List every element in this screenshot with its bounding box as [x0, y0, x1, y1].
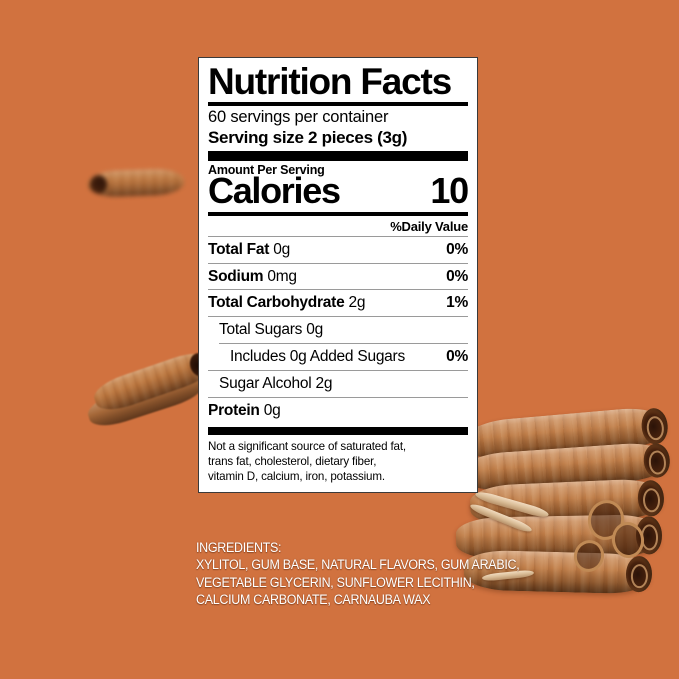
- footnote-line: Not a significant source of saturated fa…: [208, 439, 406, 453]
- footnote: Not a significant source of saturated fa…: [208, 437, 468, 485]
- bundle-stick: [460, 440, 671, 494]
- calories-row: Calories 10: [208, 170, 469, 212]
- daily-value-header: %Daily Value: [390, 218, 468, 234]
- cinnamon-stick-lower-diagonal-icon: [84, 366, 208, 432]
- ingredients-block: INGREDIENTS: XYLITOL, GUM BASE, NATURAL …: [196, 539, 520, 609]
- nutrient-name: Protein: [208, 401, 260, 419]
- serving-divider-thick: [208, 151, 468, 162]
- bundle-stick: [469, 477, 665, 527]
- bark-ring: [625, 555, 653, 593]
- nutrient-name-amount: Total Sugars 0g: [219, 321, 323, 339]
- nutrient-name-amount: Sugar Alcohol 2g: [219, 374, 333, 392]
- calories-label: Calories: [208, 170, 341, 212]
- serving-size: Serving size 2 pieces (3g): [208, 127, 408, 147]
- nutrient-row-protein: Protein 0g: [208, 398, 468, 424]
- bark-curl: [569, 535, 609, 577]
- row-divider: [208, 369, 468, 371]
- calories-value: 10: [430, 170, 469, 212]
- nutrient-name-amount: Protein 0g: [208, 401, 281, 421]
- ingredients-heading: INGREDIENTS:: [196, 540, 282, 555]
- nutrient-name-amount: Total Fat 0g: [208, 240, 290, 260]
- nutrient-row-added-sugars: Includes 0g Added Sugars 0%: [208, 344, 468, 370]
- bark-ring: [642, 442, 671, 479]
- cinnamon-stick-hollow: [89, 175, 108, 194]
- nutrition-facts-panel: Nutrition Facts 60 servings per containe…: [198, 57, 478, 493]
- cinnamon-stick-upper-diagonal-icon: [90, 346, 216, 417]
- nutrient-dv: 0%: [446, 267, 468, 285]
- bark-curl: [609, 519, 647, 561]
- nutrient-name: Total Fat: [208, 240, 270, 258]
- nutrient-amount: 0g: [269, 240, 290, 258]
- bark-sliver: [468, 501, 534, 535]
- row-divider: [208, 396, 468, 398]
- bark-sliver: [474, 489, 550, 520]
- nutrient-row-total-carbohydrate: Total Carbohydrate 2g 1%: [208, 290, 468, 316]
- servings-per-container: 60 servings per container: [208, 108, 389, 127]
- nutrient-row-total-fat: Total Fat 0g 0%: [208, 237, 468, 263]
- ingredients-line: CALCIUM CARBONATE, CARNAUBA WAX: [196, 592, 431, 608]
- nutrient-row-sodium: Sodium 0mg 0%: [208, 264, 468, 290]
- bundle-stick: [455, 514, 663, 560]
- amount-per-serving-label: Amount Per Serving: [208, 163, 325, 178]
- title-divider: [208, 102, 468, 107]
- footnote-divider-thick: [208, 426, 468, 435]
- row-divider: [208, 262, 468, 264]
- nutrient-row-sugar-alcohol: Sugar Alcohol 2g: [208, 371, 468, 397]
- nutrient-name: Sodium: [208, 267, 264, 285]
- row-divider: [208, 289, 468, 291]
- footnote-line: trans fat, cholesterol, dietary fiber,: [208, 454, 377, 468]
- row-divider: [208, 235, 468, 237]
- bark-curl: [584, 496, 628, 544]
- nutrient-name-amount: Sodium 0mg: [208, 267, 297, 287]
- nutrient-amount: 2g: [344, 294, 366, 312]
- nutrient-name-amount: Includes 0g Added Sugars: [230, 348, 405, 366]
- nutrient-amount: 0mg: [263, 267, 297, 285]
- cinnamon-stick-bundle-icon: [455, 404, 679, 634]
- nutrition-facts-title: Nutrition Facts: [208, 61, 452, 102]
- calories-divider: [208, 211, 468, 216]
- nutrient-row-total-sugars: Total Sugars 0g: [208, 317, 468, 343]
- nutrient-name-amount: Total Carbohydrate 2g: [208, 293, 366, 313]
- bark-ring: [637, 479, 665, 517]
- nutrient-amount: 0g: [259, 401, 281, 419]
- nutrient-dv: 0%: [446, 348, 468, 366]
- footnote-line: vitamin D, calcium, iron, potassium.: [208, 470, 385, 484]
- bark-ring: [635, 516, 663, 555]
- bark-ring: [640, 407, 670, 446]
- bundle-stick: [464, 405, 670, 463]
- ingredients-line: VEGETABLE GLYCERIN, SUNFLOWER LECITHIN,: [196, 574, 475, 590]
- cinnamon-stick-small-blurred-icon: [87, 168, 185, 198]
- ingredients-line: XYLITOL, GUM BASE, NATURAL FLAVORS, GUM …: [196, 557, 520, 573]
- nutrient-name: Total Carbohydrate: [208, 294, 345, 312]
- nutrient-dv: 1%: [446, 294, 468, 312]
- row-divider: [208, 316, 468, 318]
- row-divider: [219, 343, 468, 345]
- nutrient-dv: 0%: [446, 240, 468, 258]
